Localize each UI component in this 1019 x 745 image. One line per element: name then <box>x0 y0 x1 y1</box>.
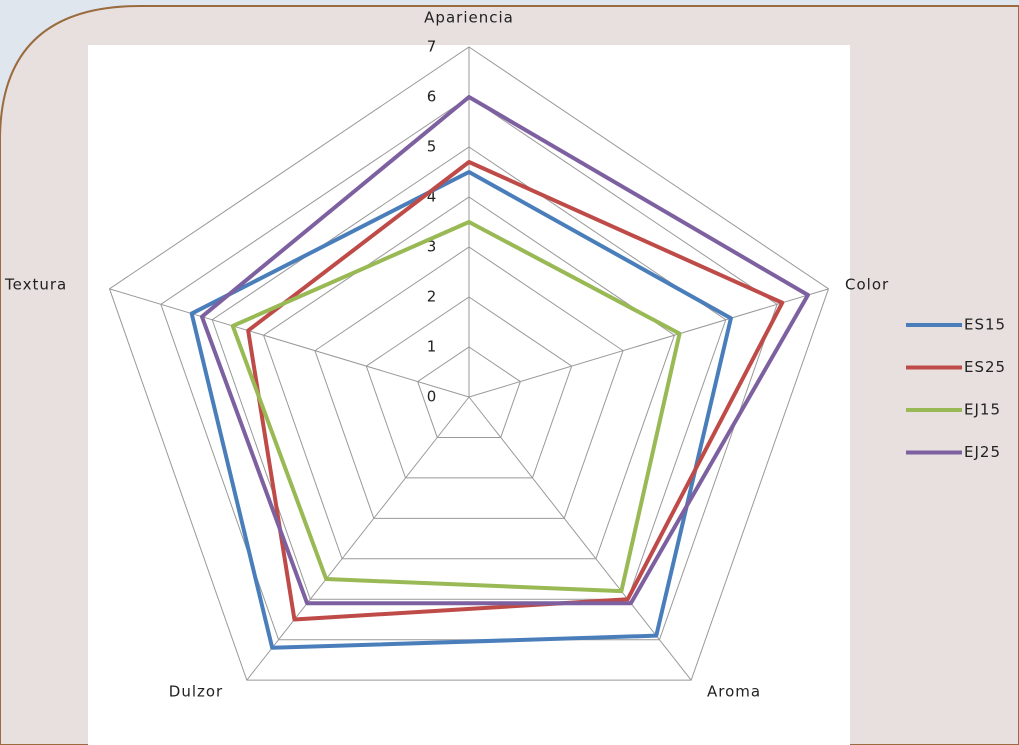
spoke <box>109 288 470 398</box>
y-tick-label: 3 <box>427 238 438 256</box>
y-tick-label: 4 <box>427 188 438 206</box>
legend-label: ES25 <box>964 358 1006 376</box>
series-line <box>199 95 810 606</box>
grid-ring <box>314 246 624 519</box>
series-line <box>189 170 733 650</box>
y-tick-label: 5 <box>427 138 438 156</box>
category-label: Aroma <box>707 683 761 701</box>
y-tick-label: 7 <box>427 38 438 56</box>
category-label: Color <box>845 276 889 294</box>
legend-label: ES15 <box>964 316 1006 334</box>
y-tick-label: 1 <box>427 338 438 356</box>
y-tick-label: 2 <box>427 288 438 306</box>
grid-ring <box>417 346 521 438</box>
spoke <box>246 396 470 681</box>
spoke <box>468 396 692 681</box>
spoke <box>468 288 829 398</box>
y-tick-label: 0 <box>427 388 438 406</box>
category-label: Dulzor <box>169 683 223 701</box>
category-label: Textura <box>4 276 67 294</box>
grid-ring <box>108 46 830 681</box>
category-label: Apariencia <box>424 9 514 27</box>
legend-label: EJ25 <box>964 443 1001 461</box>
legend-label: EJ15 <box>964 401 1001 419</box>
series-line <box>230 220 682 594</box>
grid-ring <box>365 296 573 479</box>
y-tick-label: 6 <box>427 88 438 106</box>
